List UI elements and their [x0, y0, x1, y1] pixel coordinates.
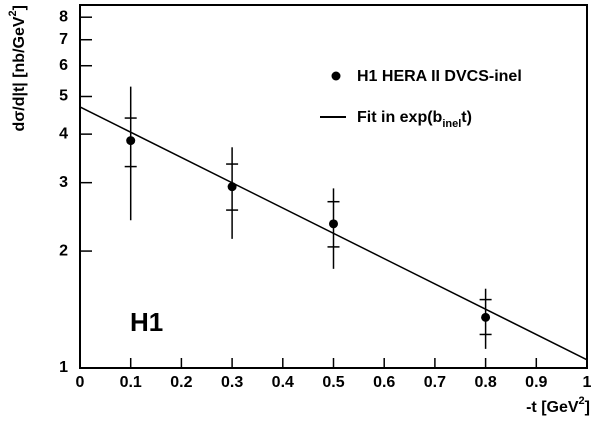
y-axis-label: dσ/d|t| [nb/GeV2] — [7, 5, 28, 131]
x-axis-label: -t [GeV2] — [526, 395, 590, 416]
y-tick-label: 8 — [59, 8, 68, 25]
legend-label: H1 HERA II DVCS-inel — [357, 68, 522, 85]
y-tick-label: 5 — [59, 88, 68, 105]
legend-marker — [331, 71, 341, 81]
x-tick-label: 0.6 — [373, 374, 395, 391]
x-tick-label: 0.9 — [525, 374, 547, 391]
x-tick-label: 0.3 — [221, 374, 243, 391]
x-tick-label: 0.1 — [120, 374, 142, 391]
y-tick-label: 3 — [59, 174, 68, 191]
data-point — [126, 136, 136, 146]
x-tick-label: 0.2 — [170, 374, 192, 391]
y-tick-label: 4 — [59, 125, 68, 142]
fit-line — [79, 106, 588, 361]
x-tick-label: 1 — [583, 374, 592, 391]
x-tick-label: 0.5 — [322, 374, 344, 391]
data-point — [329, 219, 338, 229]
x-tick-label: 0.7 — [424, 374, 446, 391]
y-tick-label: 6 — [59, 57, 68, 74]
y-tick-label: 7 — [59, 31, 68, 48]
x-tick-label: 0.8 — [474, 374, 496, 391]
y-tick-label: 2 — [59, 242, 68, 259]
data-point — [481, 312, 491, 322]
x-tick-label: 0.4 — [272, 374, 294, 391]
annotation: H1 — [130, 307, 163, 337]
legend-label: Fit in exp(binelt) — [357, 109, 472, 130]
y-tick-label: 1 — [59, 359, 68, 376]
x-tick-label: 0 — [76, 374, 85, 391]
